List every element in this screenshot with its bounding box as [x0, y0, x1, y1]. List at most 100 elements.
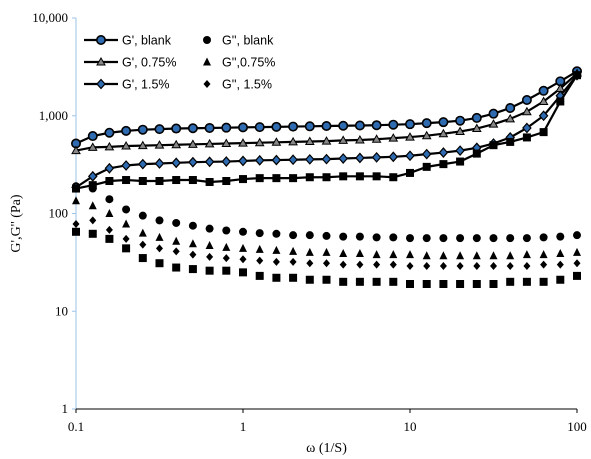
series-line [75, 74, 578, 190]
data-point [88, 229, 97, 238]
data-point [72, 220, 80, 229]
data-point [339, 172, 348, 181]
data-point [356, 260, 364, 269]
data-point [371, 120, 382, 131]
data-point [254, 137, 265, 147]
data-point [222, 242, 231, 251]
data-point [189, 250, 197, 259]
data-point [205, 178, 214, 187]
data-point [455, 126, 465, 136]
data-point [256, 256, 264, 265]
data-point [238, 122, 249, 133]
data-point [172, 176, 181, 185]
data-point [372, 233, 381, 242]
series-5 [72, 216, 581, 271]
data-point [239, 175, 247, 184]
legend-entry: G'',0.75% [203, 56, 275, 70]
data-point [455, 115, 466, 126]
chart-series [71, 66, 582, 289]
data-point [321, 136, 332, 145]
data-point [406, 262, 414, 271]
chart-legend: G', blank G'', blank G', 0.75% G'',0.75% G',… [84, 34, 275, 92]
y-tick-label: 100 [49, 206, 69, 221]
x-tick-label: 10 [404, 419, 417, 434]
data-point [205, 241, 214, 250]
data-point [137, 124, 148, 135]
data-point [155, 244, 163, 253]
data-point [72, 196, 80, 205]
data-point [539, 233, 548, 242]
data-point [121, 160, 131, 171]
series-1 [72, 182, 581, 243]
data-point [88, 201, 97, 210]
data-point [288, 121, 299, 132]
data-point [355, 152, 365, 164]
data-point [456, 280, 465, 289]
y-tick-label: 1,000 [39, 108, 68, 123]
data-point [289, 231, 298, 240]
data-point [489, 280, 498, 289]
data-point [573, 259, 581, 268]
data-point [222, 177, 231, 186]
data-point [254, 122, 265, 133]
data-point [289, 174, 298, 183]
data-point [488, 119, 499, 128]
data-point [422, 251, 431, 260]
data-point [305, 153, 315, 165]
data-point [89, 216, 97, 225]
data-point [305, 231, 314, 240]
data-point [221, 122, 232, 133]
data-point [489, 234, 498, 243]
data-point [304, 136, 315, 146]
data-point [321, 121, 332, 132]
data-point [456, 262, 464, 271]
legend-label: G'', 1.5% [222, 78, 272, 92]
series-2 [71, 68, 582, 155]
data-point [72, 227, 80, 236]
legend-marker [203, 36, 211, 44]
legend-label: G', blank [122, 34, 172, 48]
data-point [505, 113, 516, 123]
data-point [221, 156, 232, 167]
data-point [488, 108, 499, 119]
data-point [522, 106, 532, 116]
data-point [305, 275, 314, 284]
data-point [438, 147, 449, 158]
y-tick-label: 10,000 [32, 10, 68, 25]
data-point [338, 120, 349, 131]
data-point [538, 96, 549, 105]
data-point [421, 130, 432, 140]
data-point [573, 247, 581, 256]
data-point [539, 250, 548, 259]
data-point [456, 251, 465, 260]
data-point [188, 221, 197, 230]
data-point [355, 248, 364, 257]
chart-axes: 1 10 100 1,000 10,000 0.1 1 10 100 [32, 10, 587, 434]
data-point [355, 134, 365, 144]
data-point [506, 251, 515, 260]
data-point [239, 227, 247, 236]
data-point [188, 156, 198, 168]
data-point [121, 141, 131, 150]
data-point [556, 97, 565, 106]
data-point [138, 177, 147, 186]
data-point [289, 257, 297, 266]
data-point [389, 277, 398, 286]
data-point [205, 266, 214, 275]
data-point [406, 250, 414, 259]
data-point [271, 154, 282, 166]
data-point [255, 271, 264, 280]
data-point [506, 234, 515, 243]
data-point [422, 162, 431, 171]
data-point [222, 226, 231, 235]
x-axis-title: ω (1/S) [306, 441, 347, 456]
data-point [272, 174, 281, 183]
data-point [105, 177, 114, 186]
series-7 [72, 227, 581, 289]
data-point [472, 251, 481, 260]
data-point [522, 250, 531, 259]
y-axis-title: G',G'' (Pa) [9, 194, 24, 252]
data-point [305, 247, 314, 256]
data-point [322, 247, 331, 256]
